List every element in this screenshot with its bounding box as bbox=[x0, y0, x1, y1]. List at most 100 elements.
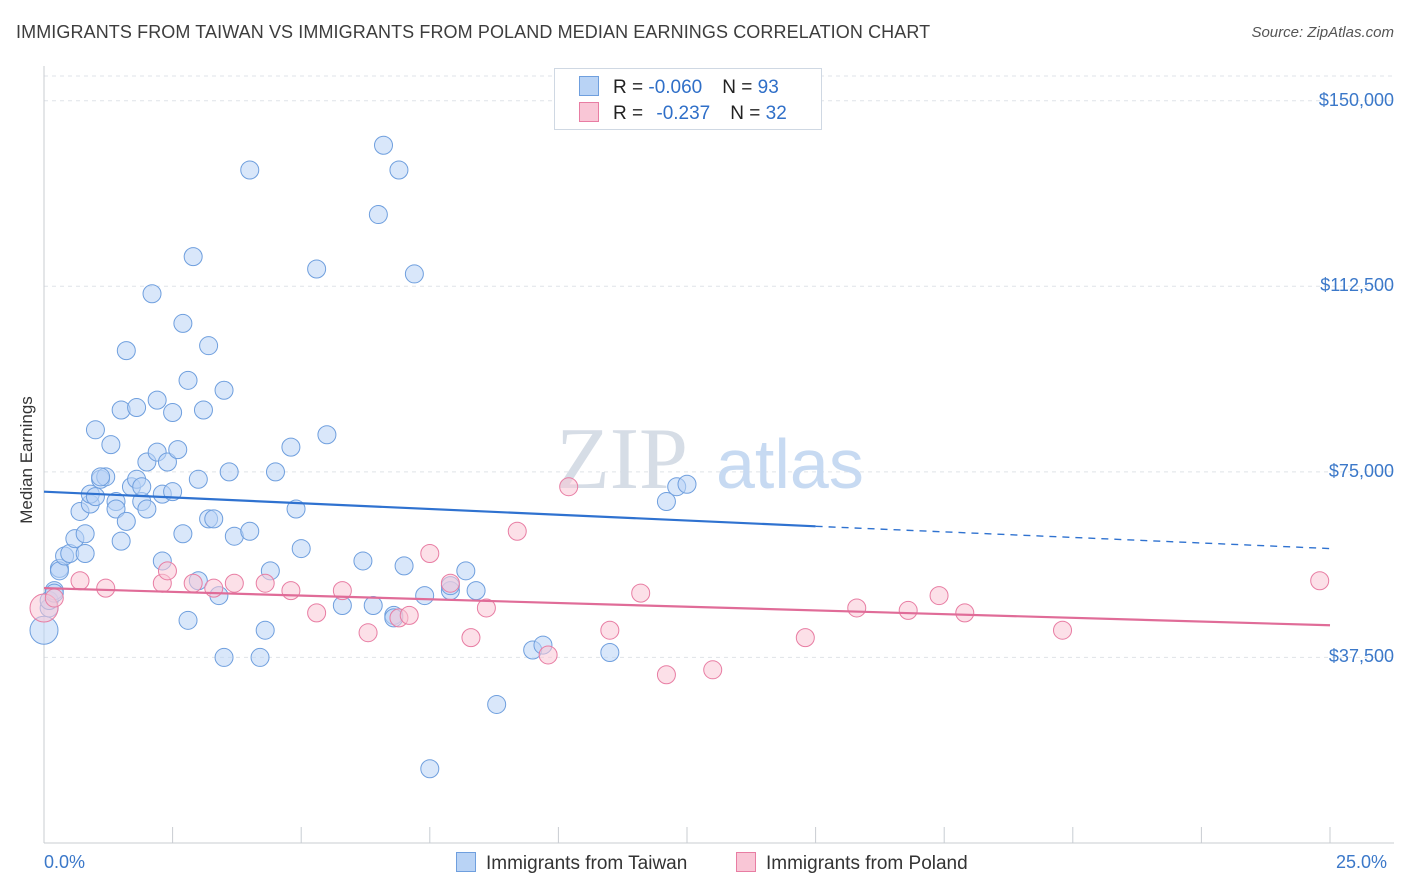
taiwan-point-37 bbox=[157, 452, 177, 472]
poland-point-10 bbox=[281, 581, 301, 601]
taiwan-point-20 bbox=[106, 499, 126, 519]
taiwan-point-53 bbox=[214, 647, 234, 667]
taiwan-point-90 bbox=[677, 474, 697, 494]
taiwan-point-82 bbox=[456, 561, 476, 581]
chart-title: IMMIGRANTS FROM TAIWAN VS IMMIGRANTS FRO… bbox=[16, 22, 931, 42]
poland-point-32 bbox=[1053, 620, 1073, 640]
y-tick-label-2: $112,500 bbox=[1320, 275, 1394, 296]
taiwan-point-42 bbox=[173, 313, 193, 333]
poland-point-19 bbox=[476, 598, 496, 618]
poland-point-21 bbox=[538, 645, 558, 665]
taiwan-point-10 bbox=[75, 524, 95, 544]
legend-row-poland: R = -0.237 N = 32 bbox=[579, 102, 787, 124]
taiwan-point-63 bbox=[281, 437, 301, 457]
taiwan-point-41 bbox=[173, 524, 193, 544]
legend-n-value-poland: 32 bbox=[765, 103, 787, 124]
taiwan-point-58 bbox=[240, 160, 260, 180]
taiwan-point-88 bbox=[656, 492, 676, 512]
y-axis-label: Median Earnings bbox=[17, 396, 36, 524]
legend-n-value-taiwan: 93 bbox=[757, 77, 779, 98]
series-legend-taiwan: Immigrants from Taiwan bbox=[456, 852, 687, 875]
taiwan-trend-extension bbox=[815, 525, 1331, 550]
poland-point-18 bbox=[461, 628, 481, 648]
taiwan-point-54 bbox=[214, 380, 234, 400]
x-tick-min: 0.0% bbox=[44, 852, 86, 872]
series-legend-swatch-poland bbox=[736, 852, 756, 872]
poland-point-27 bbox=[795, 628, 815, 648]
poland-point-22 bbox=[559, 477, 579, 497]
poland-point-7 bbox=[204, 578, 224, 598]
taiwan-point-59 bbox=[250, 647, 270, 667]
taiwan-point-64 bbox=[286, 499, 306, 519]
taiwan-point-48 bbox=[193, 400, 213, 420]
taiwan-point-24 bbox=[116, 341, 136, 361]
taiwan-point-14 bbox=[85, 487, 105, 507]
poland-point-24 bbox=[631, 583, 651, 603]
poland-point-2 bbox=[70, 571, 90, 591]
taiwan-point-11 bbox=[75, 544, 95, 564]
poland-point-5 bbox=[157, 561, 177, 581]
poland-point-26 bbox=[703, 660, 723, 680]
watermark: ZIP atlas bbox=[556, 411, 864, 508]
taiwan-point-23 bbox=[116, 511, 136, 531]
poland-trend-line bbox=[43, 587, 1331, 627]
x-tick-max: 25.0% bbox=[1336, 852, 1388, 872]
taiwan-point-92 bbox=[91, 467, 111, 487]
legend-r-label: R = bbox=[613, 77, 649, 98]
poland-point-6 bbox=[183, 573, 203, 593]
poland-point-30 bbox=[929, 586, 949, 606]
taiwan-point-15 bbox=[85, 420, 105, 440]
poland-point-29 bbox=[898, 600, 918, 620]
taiwan-point-70 bbox=[363, 595, 383, 615]
watermark-atlas: atlas bbox=[716, 425, 864, 503]
poland-point-16 bbox=[420, 544, 440, 564]
taiwan-point-43 bbox=[178, 370, 198, 390]
legend-r-value-taiwan: -0.060 bbox=[648, 77, 703, 98]
poland-point-11 bbox=[307, 603, 327, 623]
watermark-zip: ZIP bbox=[556, 411, 688, 508]
taiwan-point-34 bbox=[147, 390, 167, 410]
taiwan-point-69 bbox=[353, 551, 373, 571]
taiwan-point-40 bbox=[168, 440, 188, 460]
taiwan-point-32 bbox=[142, 284, 162, 304]
taiwan-point-75 bbox=[389, 160, 409, 180]
poland-point-13 bbox=[358, 623, 378, 643]
taiwan-point-60 bbox=[255, 620, 275, 640]
taiwan-point-62 bbox=[265, 462, 285, 482]
poland-point-3 bbox=[96, 578, 116, 598]
taiwan-point-47 bbox=[188, 469, 208, 489]
series-legend-label-poland: Immigrants from Poland bbox=[766, 853, 968, 874]
legend-row-taiwan: R = -0.060 N = 93 bbox=[579, 76, 779, 98]
poland-point-20 bbox=[507, 521, 527, 541]
taiwan-point-51 bbox=[204, 509, 224, 529]
taiwan-point-76 bbox=[394, 556, 414, 576]
trend-lines bbox=[43, 490, 1331, 627]
taiwan-point-77 bbox=[404, 264, 424, 284]
y-tick-label-3: $150,000 bbox=[1318, 89, 1394, 110]
taiwan-point-45 bbox=[183, 247, 203, 267]
axes bbox=[43, 66, 1394, 844]
taiwan-point-55 bbox=[219, 462, 239, 482]
y-axis-label-box: Median Earnings bbox=[12, 380, 42, 540]
taiwan-point-21 bbox=[111, 531, 131, 551]
taiwan-point-50 bbox=[199, 336, 219, 356]
taiwan-point-29 bbox=[132, 477, 152, 497]
legend-n-label: N = bbox=[722, 77, 758, 98]
taiwan-point-87 bbox=[600, 642, 620, 662]
taiwan-point-44 bbox=[178, 610, 198, 630]
taiwan-point-84 bbox=[487, 694, 507, 714]
poland-point-1 bbox=[44, 588, 64, 608]
correlation-legend: R = -0.060 N = 93 R = -0.237 N = 32 bbox=[554, 68, 822, 130]
taiwan-point-66 bbox=[307, 259, 327, 279]
taiwan-point-31 bbox=[137, 499, 157, 519]
taiwan-point-65 bbox=[291, 539, 311, 559]
taiwan-point-83 bbox=[466, 581, 486, 601]
poland-point-28 bbox=[847, 598, 867, 618]
taiwan-point-27 bbox=[127, 398, 147, 418]
taiwan-point-79 bbox=[420, 759, 440, 779]
taiwan-point-67 bbox=[317, 425, 337, 445]
taiwan-point-72 bbox=[374, 135, 394, 155]
poland-point-23 bbox=[600, 620, 620, 640]
taiwan-trend-line bbox=[43, 490, 816, 528]
